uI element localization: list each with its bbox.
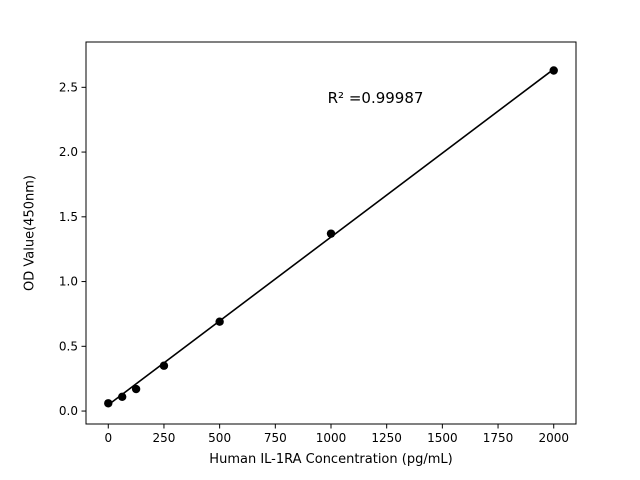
data-point xyxy=(104,399,113,408)
data-point xyxy=(326,229,336,238)
x-tick-label: 2000 xyxy=(538,431,569,445)
x-tick-label: 1750 xyxy=(483,431,514,445)
data-point xyxy=(131,384,141,394)
x-tick-label: 250 xyxy=(153,431,176,445)
y-tick-label: 2.0 xyxy=(59,145,78,159)
y-tick-label: 1.5 xyxy=(59,210,78,224)
r-squared-annotation: R² =0.99987 xyxy=(327,88,424,107)
x-tick-label: 1500 xyxy=(427,431,458,445)
x-tick-label: 1000 xyxy=(316,431,347,445)
y-tick-label: 2.5 xyxy=(59,80,78,94)
data-point xyxy=(117,392,127,402)
x-tick-label: 0 xyxy=(104,431,112,445)
y-axis-label: OD Value(450nm) xyxy=(22,175,38,291)
y-tick-label: 1.0 xyxy=(59,275,78,289)
y-tick-label: 0.0 xyxy=(59,404,78,418)
x-axis-label: Human IL-1RA Concentration (pg/mL) xyxy=(209,452,453,467)
x-tick-label: 750 xyxy=(264,431,287,445)
data-point xyxy=(215,317,224,326)
y-tick-label: 0.5 xyxy=(59,339,78,353)
x-tick-label: 1250 xyxy=(371,431,402,445)
data-point xyxy=(159,361,169,370)
x-tick-label: 500 xyxy=(208,431,231,445)
data-point xyxy=(549,66,558,75)
